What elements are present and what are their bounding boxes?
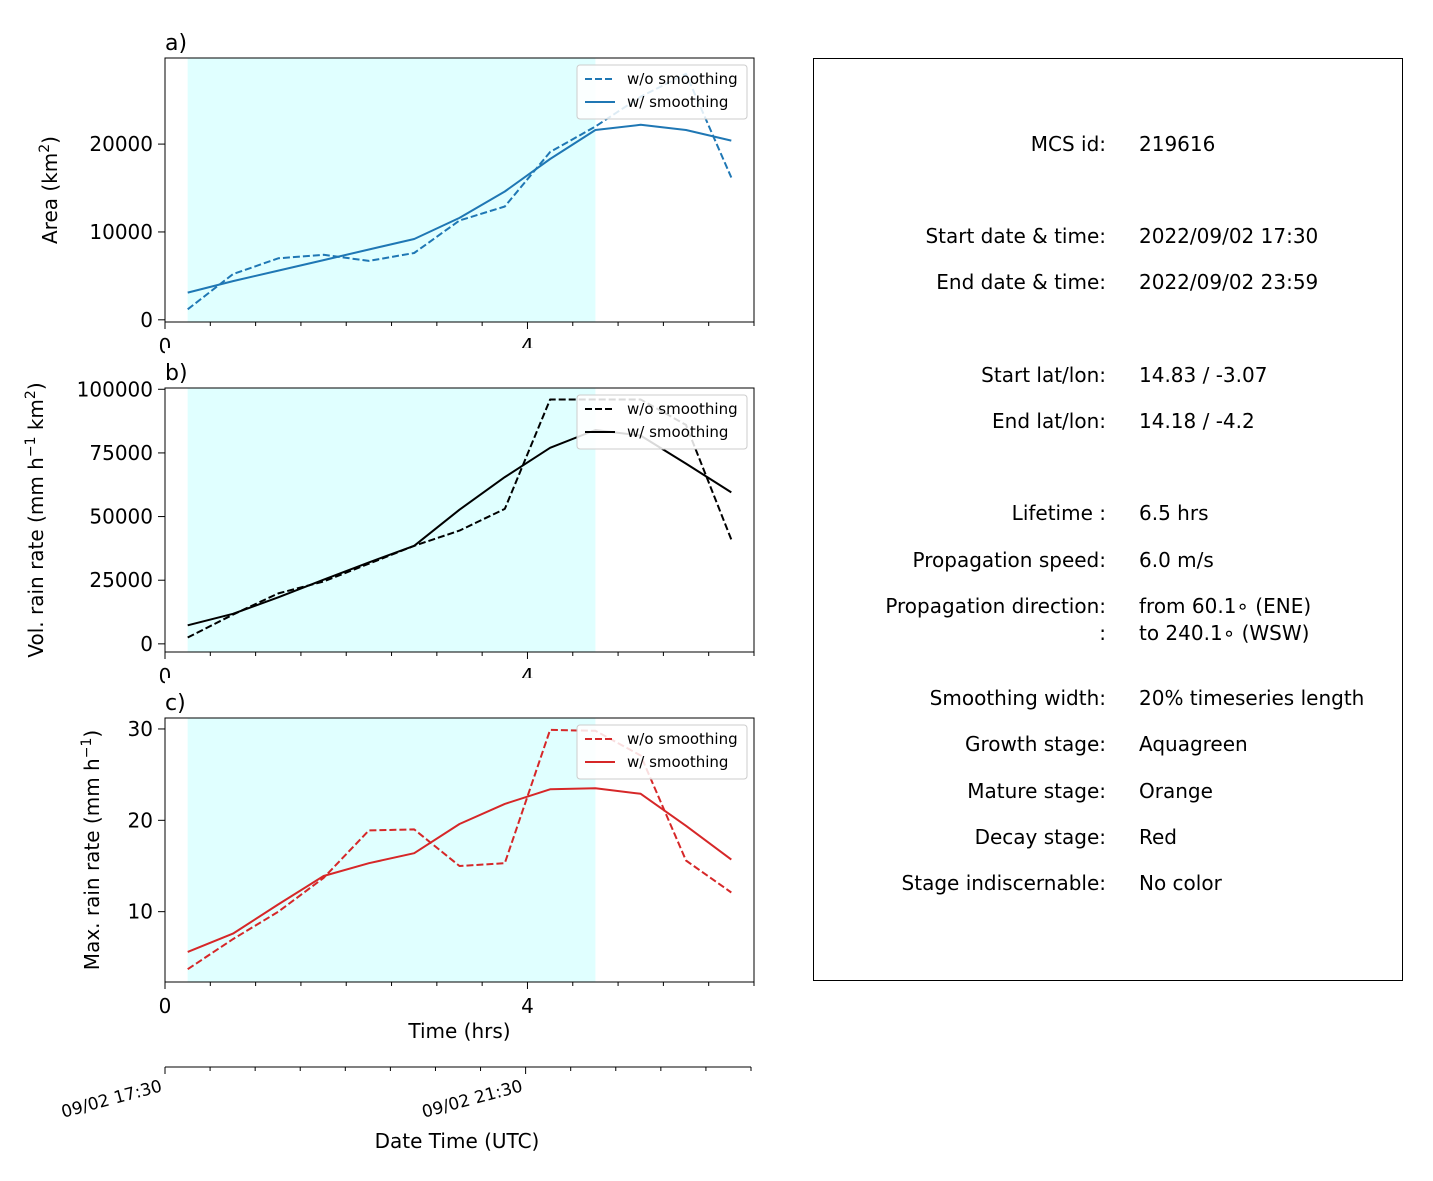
y-tick-label: 30 bbox=[128, 717, 153, 741]
y-axis-label-text: Area (km bbox=[38, 153, 62, 244]
y-axis-label-text: Max. rain rate (mm h bbox=[80, 758, 104, 970]
y-axis-label-text: ) bbox=[38, 136, 62, 144]
y-axis-label-superscript: −1 bbox=[79, 738, 95, 759]
legend-entry-label: w/ smoothing bbox=[627, 93, 728, 111]
stage-indiscernable-value: No color bbox=[1139, 871, 1222, 895]
smoothing-width-value: 20% timeseries length bbox=[1139, 686, 1365, 710]
axes-frame bbox=[164, 57, 755, 323]
mcs-id-value: 219616 bbox=[1139, 132, 1216, 156]
chart-panel-3: 0 4 10 20 30 c) Max. rain rate (mm h−1) Time (h… bbox=[79, 678, 755, 1043]
datetime-tick-label: 09/02 17:30 bbox=[59, 1077, 164, 1123]
legend-entry-label: w/ smoothing bbox=[627, 753, 728, 771]
lifetime-label: Lifetime : bbox=[1011, 501, 1106, 525]
panel-label: b) bbox=[165, 361, 188, 386]
x-tick-label: 4 bbox=[521, 994, 534, 1018]
panel-label: a) bbox=[165, 31, 187, 56]
mature-stage-label: Mature stage: bbox=[967, 779, 1106, 803]
end-datetime-label: End date & time: bbox=[936, 270, 1106, 294]
legend-box bbox=[576, 64, 748, 120]
propagation-direction-cont-label: : bbox=[1099, 621, 1106, 645]
panel-label: c) bbox=[165, 691, 186, 716]
series-line-with-smoothing bbox=[187, 787, 732, 953]
legend-entry-label: w/o smoothing bbox=[627, 400, 738, 418]
y-axis-label-superscript: 2 bbox=[37, 144, 53, 153]
y-axis-label-text: Vol. rain rate (mm h bbox=[24, 457, 48, 658]
y-axis-label-text: ) bbox=[80, 730, 104, 738]
propagation-direction-to-value: to 240.1∘ (WSW) bbox=[1139, 621, 1310, 645]
y-tick-label: 25000 bbox=[89, 568, 153, 592]
lifetime-value: 6.5 hrs bbox=[1139, 501, 1209, 525]
y-axis-label: Vol. rain rate (mm h−1 km2) bbox=[23, 382, 48, 657]
mcs-id-label: MCS id: bbox=[1030, 132, 1106, 156]
end-latlon-value: 14.18 / -4.2 bbox=[1139, 409, 1255, 433]
end-latlon-label: End lat/lon: bbox=[992, 409, 1106, 433]
x-axis-label: Time (hrs) bbox=[407, 1019, 510, 1043]
propagation-direction-from-value: from 60.1∘ (ENE) bbox=[1139, 594, 1312, 618]
propagation-speed-label: Propagation speed: bbox=[912, 548, 1106, 572]
start-datetime-label: Start date & time: bbox=[925, 224, 1106, 248]
y-tick-label: 10 bbox=[128, 900, 153, 924]
series-line-with-smoothing bbox=[187, 123, 732, 294]
datetime-axis-label: Date Time (UTC) bbox=[375, 1129, 540, 1153]
legend-entry-label: w/ smoothing bbox=[627, 423, 728, 441]
start-latlon-value: 14.83 / -3.07 bbox=[1139, 363, 1268, 387]
y-tick-label: 75000 bbox=[89, 441, 153, 465]
y-axis-label-superscript: −1 bbox=[23, 437, 39, 458]
growth-stage-shading bbox=[187, 58, 596, 322]
y-axis-label-text: km bbox=[24, 399, 48, 436]
datetime-axis: 09/02 17:30 09/02 21:30 Date Time (UTC) bbox=[59, 1066, 752, 1153]
stage-indiscernable-label: Stage indiscernable: bbox=[901, 871, 1106, 895]
axes-frame bbox=[164, 387, 755, 653]
smoothing-width-label: Smoothing width: bbox=[929, 686, 1106, 710]
decay-stage-value: Red bbox=[1139, 825, 1177, 849]
y-axis-label: Area (km2) bbox=[37, 136, 62, 244]
clip-mask bbox=[165, 18, 754, 58]
axes-frame bbox=[164, 717, 755, 983]
legend-box bbox=[576, 724, 748, 780]
mcs-info-panel: MCS id: 219616 Start date & time: 2022/0… bbox=[813, 58, 1403, 981]
start-datetime-value: 2022/09/02 17:30 bbox=[1139, 224, 1319, 248]
datetime-tick-label: 09/02 21:30 bbox=[420, 1077, 525, 1123]
clip-mask bbox=[165, 678, 754, 718]
y-tick-label: 50000 bbox=[89, 505, 153, 529]
legend-entry-label: w/o smoothing bbox=[627, 70, 738, 88]
growth-stage-shading bbox=[187, 388, 596, 652]
mature-stage-value: Orange bbox=[1139, 779, 1213, 803]
y-tick-label: 10000 bbox=[89, 220, 153, 244]
y-tick-label: 100000 bbox=[77, 377, 153, 401]
legend-entry-label: w/o smoothing bbox=[627, 730, 738, 748]
propagation-direction-label: Propagation direction: bbox=[885, 594, 1106, 618]
y-axis-label-superscript: 2 bbox=[23, 390, 39, 399]
x-tick-label: 0 bbox=[159, 994, 172, 1018]
end-datetime-value: 2022/09/02 23:59 bbox=[1139, 270, 1319, 294]
growth-stage-shading bbox=[187, 718, 596, 982]
growth-stage-label: Growth stage: bbox=[964, 732, 1106, 756]
y-tick-label: 0 bbox=[140, 308, 153, 332]
y-axis-label-text: ) bbox=[24, 382, 48, 390]
y-tick-label: 20 bbox=[128, 808, 153, 832]
y-axis-label: Max. rain rate (mm h−1) bbox=[79, 730, 104, 970]
clip-mask bbox=[165, 348, 754, 388]
decay-stage-label: Decay stage: bbox=[974, 825, 1106, 849]
start-latlon-label: Start lat/lon: bbox=[981, 363, 1106, 387]
y-tick-label: 20000 bbox=[89, 132, 153, 156]
propagation-speed-value: 6.0 m/s bbox=[1139, 548, 1214, 572]
legend-box bbox=[576, 394, 748, 450]
y-tick-label: 0 bbox=[140, 632, 153, 656]
growth-stage-value: Aquagreen bbox=[1139, 732, 1248, 756]
